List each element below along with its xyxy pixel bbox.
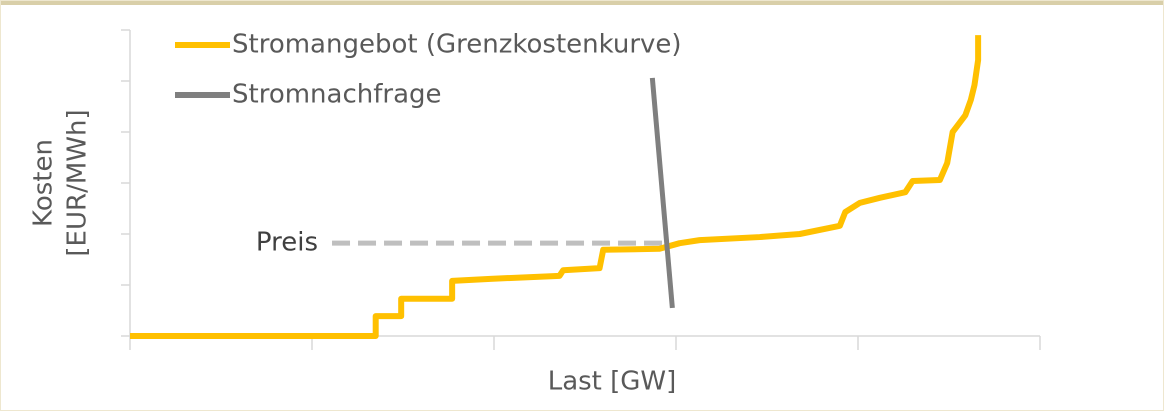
price-label: Preis: [256, 228, 318, 258]
series-line: [649, 77, 675, 309]
series-line: [130, 35, 982, 339]
legend-label: Stromangebot (Grenzkostenkurve): [232, 30, 682, 60]
x-axis-label: Last [GW]: [548, 367, 677, 397]
legend-label: Stromnachfrage: [232, 80, 442, 110]
y-axis-label: Kosten: [29, 139, 59, 227]
top-border: [0, 0, 1164, 5]
y-axis-label: [EUR/MWh]: [63, 109, 93, 256]
